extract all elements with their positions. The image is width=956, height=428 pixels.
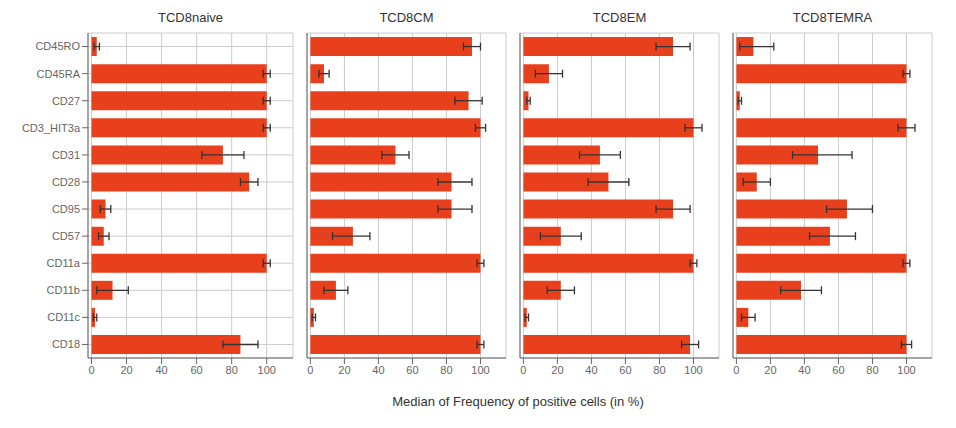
svg-text:0: 0: [733, 364, 739, 376]
svg-text:60: 60: [406, 364, 418, 376]
svg-text:20: 20: [120, 364, 132, 376]
svg-text:80: 80: [226, 364, 238, 376]
html-text:Median of Frequency of positiv: Median of Frequency of positive cells (i…: [392, 394, 644, 409]
svg-text:60: 60: [832, 364, 844, 376]
svg-text:60: 60: [619, 364, 631, 376]
svg-text:CD57: CD57: [52, 230, 80, 242]
svg-text:0: 0: [520, 364, 526, 376]
svg-text:CD11b: CD11b: [47, 284, 80, 296]
svg-text:CD3_HIT3a: CD3_HIT3a: [22, 122, 81, 134]
svg-text:20: 20: [551, 364, 563, 376]
svg-text:100: 100: [684, 364, 702, 376]
svg-text:20: 20: [338, 364, 350, 376]
svg-text:0: 0: [307, 364, 313, 376]
svg-text:80: 80: [440, 364, 452, 376]
svg-text:100: 100: [897, 364, 915, 376]
svg-text:CD11c: CD11c: [47, 311, 80, 323]
svg-text:80: 80: [653, 364, 665, 376]
svg-text:80: 80: [866, 364, 878, 376]
svg-text:CD28: CD28: [52, 176, 80, 188]
svg-text:CD31: CD31: [52, 149, 80, 161]
svg-text:CD18: CD18: [52, 338, 80, 350]
svg-text:CD11a: CD11a: [47, 257, 81, 269]
svg-text:CD45RO: CD45RO: [35, 40, 80, 52]
svg-text:40: 40: [155, 364, 167, 376]
svg-text:CD95: CD95: [52, 203, 80, 215]
html-text:TCD8CM: TCD8CM: [379, 10, 434, 25]
svg-text:100: 100: [258, 364, 276, 376]
svg-text:40: 40: [372, 364, 384, 376]
html-text:TCD8EM: TCD8EM: [592, 10, 647, 25]
svg-text:CD45RA: CD45RA: [37, 68, 81, 80]
svg-text:100: 100: [471, 364, 489, 376]
svg-text:40: 40: [798, 364, 810, 376]
svg-text:CD27: CD27: [52, 95, 80, 107]
svg-text:0: 0: [88, 364, 94, 376]
svg-text:20: 20: [764, 364, 776, 376]
svg-text:40: 40: [585, 364, 597, 376]
svg-text:60: 60: [191, 364, 203, 376]
html-text:TCD8naive: TCD8naive: [158, 10, 223, 25]
html-text:TCD8TEMRA: TCD8TEMRA: [792, 10, 873, 25]
